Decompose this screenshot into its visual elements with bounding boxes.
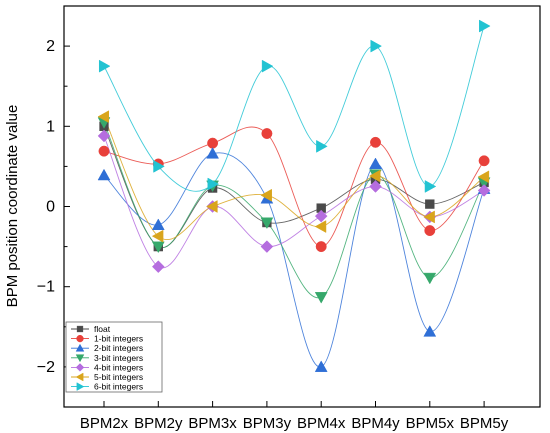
data-point-2-2 [206, 147, 220, 159]
legend-label: 4-bit integers [94, 362, 143, 372]
legend-label: 5-bit integers [94, 372, 143, 382]
data-point-1-0 [98, 145, 110, 157]
data-point-5-2 [206, 200, 218, 213]
legend-label: 6-bit integers [94, 382, 143, 392]
legend-label: 3-bit integers [94, 353, 143, 363]
legend-marker [76, 382, 85, 391]
data-point-4-7 [477, 184, 491, 197]
data-point-3-3 [260, 217, 274, 230]
data-point-4-4 [314, 209, 328, 223]
y-tick-label: −2 [37, 359, 55, 376]
y-tick-label: 1 [46, 118, 55, 135]
data-point-6-6 [424, 180, 437, 193]
data-point-3-6 [423, 272, 437, 285]
data-point-4-0 [97, 129, 111, 143]
data-point-6-3 [261, 59, 274, 73]
legend-marker [76, 334, 84, 343]
data-point-2-6 [423, 325, 437, 337]
data-point-5-5 [369, 169, 381, 183]
data-point-2-4 [314, 360, 328, 372]
legend-label: 1-bit integers [94, 334, 143, 344]
x-tick-label: BPM5x [406, 415, 455, 432]
data-point-5-4 [314, 220, 327, 233]
data-point-4-3 [260, 240, 274, 253]
data-point-1-7 [478, 155, 490, 167]
x-tick-label: BPM2y [134, 415, 183, 432]
x-axis: BPM2x BPM2y BPM3x BPM3y BPM4x BPM4y BPM5x BPM5y [80, 401, 509, 432]
data-point-2-5 [369, 157, 382, 170]
legend-marker [75, 343, 85, 352]
data-point-1-3 [261, 128, 273, 139]
x-tick-label: BPM4x [297, 415, 346, 432]
legend-marker [75, 354, 85, 363]
data-point-4-5 [369, 180, 382, 193]
data-point-5-0 [97, 110, 110, 124]
data-point-5-1 [151, 229, 164, 243]
data-point-6-1 [153, 159, 165, 173]
data-point-1-4 [315, 241, 327, 253]
data-point-6-0 [98, 59, 111, 73]
y-tick-label: 2 [46, 38, 55, 55]
legend-label: 2-bit integers [94, 343, 143, 353]
data-point-6-5 [370, 39, 382, 53]
x-tick-label: BPM2x [80, 415, 129, 432]
data-point-5-6 [423, 210, 435, 224]
data-point-0-6 [425, 199, 435, 209]
legend-marker [75, 372, 84, 382]
legend-marker [76, 325, 84, 333]
data-point-5-7 [477, 170, 490, 184]
data-point-6-4 [316, 139, 328, 153]
data-point-5-3 [260, 188, 272, 202]
x-tick-label: BPM5y [460, 415, 509, 432]
legend-marker [75, 363, 85, 372]
x-tick-label: BPM4y [351, 415, 400, 432]
y-tick-label: −1 [37, 279, 55, 296]
data-point-3-1 [151, 241, 165, 254]
data-point-2-0 [97, 168, 111, 181]
data-point-3-4 [314, 292, 328, 304]
data-point-6-2 [207, 177, 220, 191]
x-tick-label: BPM3x [188, 415, 237, 432]
y-axis-label: BPM position coordinate value [4, 105, 21, 308]
y-tick-label: 0 [46, 199, 55, 216]
data-point-2-1 [151, 218, 165, 230]
data-point-1-5 [370, 136, 381, 148]
legend-label: float [94, 324, 111, 334]
data-point-6-7 [479, 19, 491, 33]
y-axis: −2 −1 0 1 2 [37, 5, 70, 408]
data-point-1-6 [424, 225, 436, 237]
series-markers [97, 19, 491, 372]
data-point-4-1 [151, 260, 165, 273]
data-point-1-2 [207, 137, 219, 149]
x-tick-label: BPM3y [243, 415, 292, 432]
